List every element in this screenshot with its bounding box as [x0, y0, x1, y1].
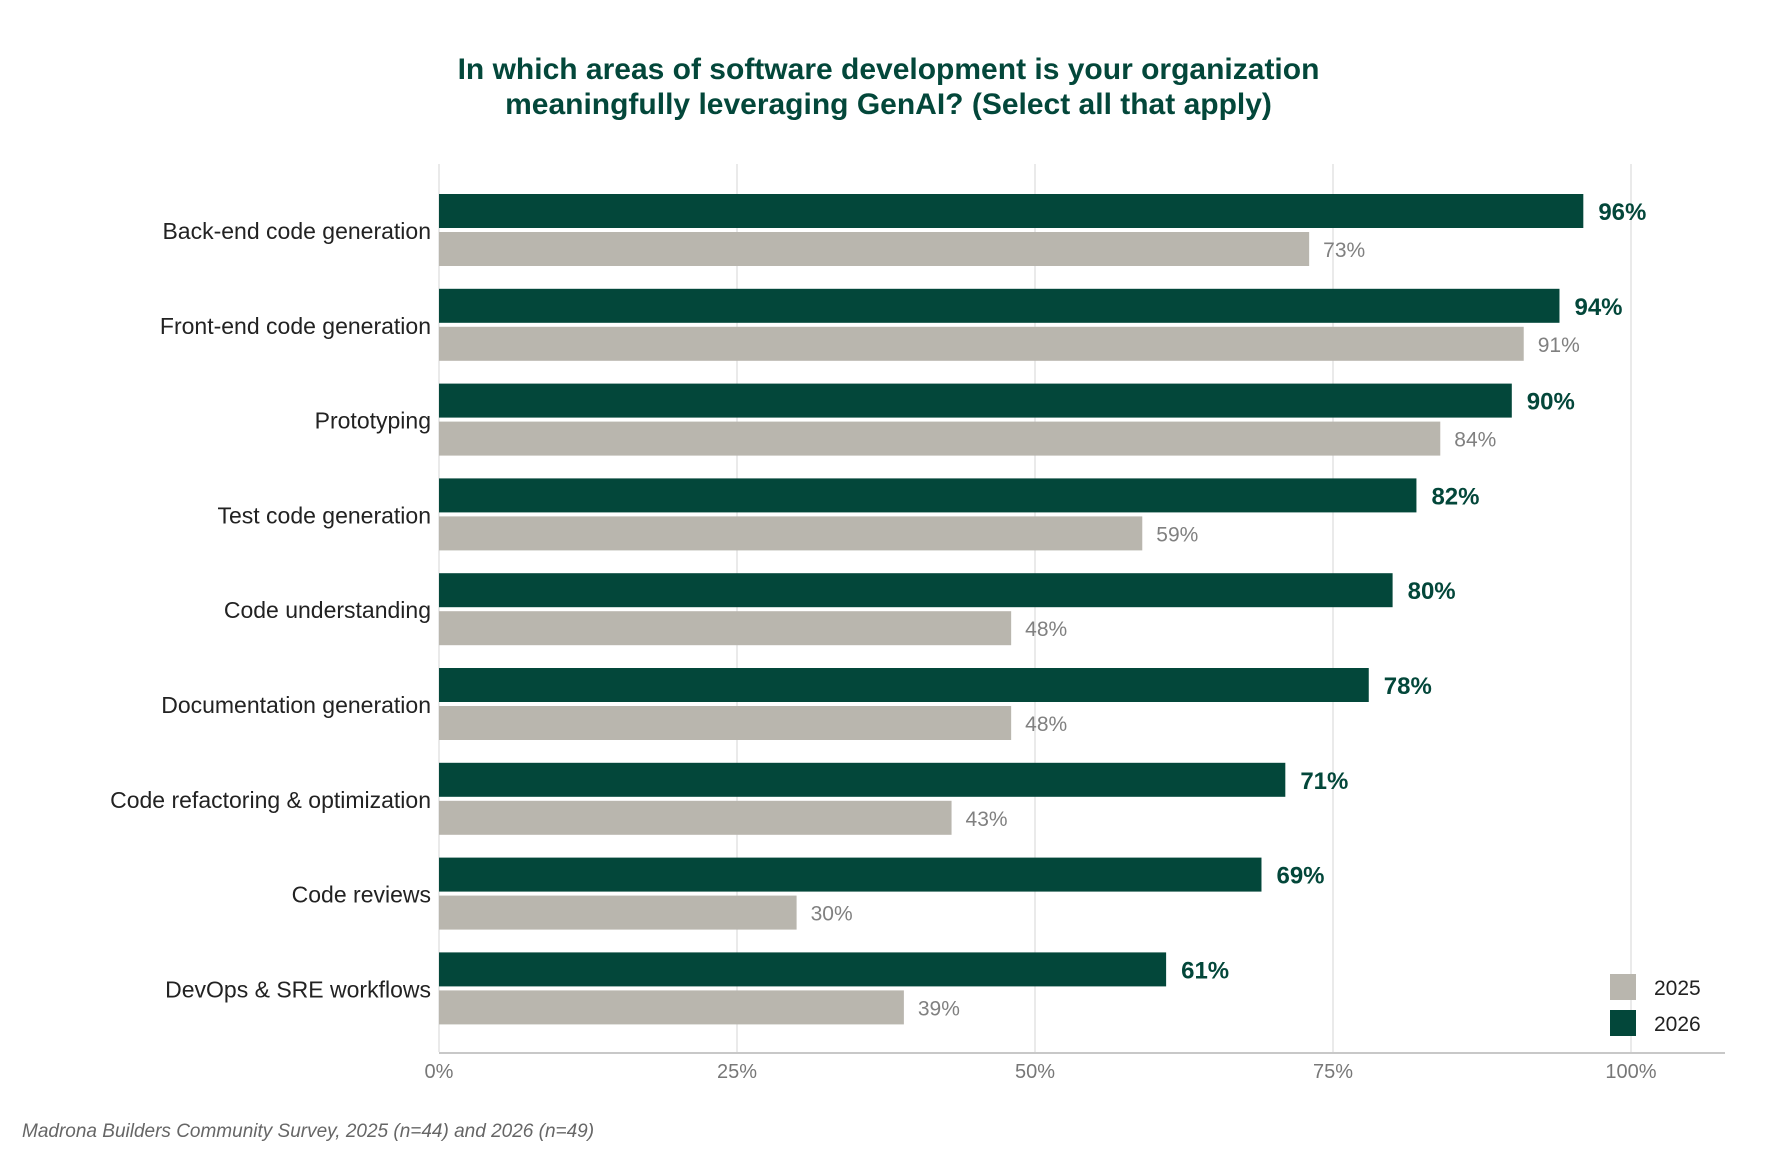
category-label-8: DevOps & SRE workflows — [165, 976, 431, 1002]
x-tick-label-50: 50% — [1015, 1061, 1055, 1083]
data-label-2025-6: 43% — [966, 808, 1008, 831]
bar-2025-4 — [439, 611, 1012, 646]
data-label-2026-1: 94% — [1574, 294, 1622, 321]
category-label-7: Code reviews — [292, 882, 431, 908]
data-label-2026-8: 61% — [1181, 957, 1229, 984]
bar-2025-8 — [439, 990, 904, 1025]
bar-2026-7 — [439, 857, 1262, 892]
bar-2026-2 — [439, 383, 1512, 418]
legend-swatch-2025 — [1610, 974, 1636, 1000]
data-label-2025-2: 84% — [1454, 429, 1496, 452]
data-label-2025-7: 30% — [811, 903, 853, 926]
data-label-2025-0: 73% — [1323, 239, 1365, 262]
data-label-2025-5: 48% — [1025, 713, 1067, 736]
bar-2025-2 — [439, 421, 1441, 456]
chart-title-line-2: meaningfully leveraging GenAI? (Select a… — [505, 88, 1272, 121]
data-label-2025-4: 48% — [1025, 618, 1067, 641]
chart-title-line-1: In which areas of software development i… — [457, 53, 1320, 86]
x-tick-label-75: 75% — [1313, 1061, 1353, 1083]
legend-swatch-2026 — [1610, 1010, 1636, 1036]
category-label-5: Documentation generation — [161, 692, 431, 718]
category-label-0: Back-end code generation — [162, 218, 431, 244]
category-label-3: Test code generation — [217, 502, 431, 528]
bar-2025-5 — [439, 706, 1012, 740]
data-label-2026-2: 90% — [1527, 389, 1575, 416]
bar-2025-7 — [439, 895, 797, 930]
bar-2026-3 — [439, 478, 1417, 513]
bar-2026-5 — [439, 668, 1369, 702]
data-labels: 96% 73% 94% 91% 90% 84% 82% 59% 80% 48% 78% 48% 71% 4… — [811, 199, 1647, 1020]
category-label-2: Prototyping — [315, 408, 431, 434]
bar-2025-6 — [439, 800, 952, 835]
data-label-2025-8: 39% — [918, 997, 960, 1020]
legend-label-2025: 2025 — [1654, 977, 1701, 1000]
data-label-2026-6: 71% — [1300, 768, 1348, 795]
bar-2026-1 — [439, 288, 1560, 323]
data-label-2026-7: 69% — [1276, 863, 1324, 890]
bar-2025-0 — [439, 232, 1310, 266]
category-label-1: Front-end code generation — [160, 313, 431, 339]
data-label-2026-0: 96% — [1598, 199, 1646, 226]
legend: 2025 2026 — [1610, 974, 1701, 1036]
chart-title: In which areas of software development i… — [0, 52, 1777, 122]
bar-2025-3 — [439, 516, 1143, 551]
category-label-4: Code understanding — [224, 597, 431, 623]
data-label-2025-3: 59% — [1156, 523, 1198, 546]
x-axis: 0% 25% 50% 75% 100% — [425, 1052, 1725, 1083]
data-label-2025-1: 91% — [1538, 334, 1580, 357]
bar-2026-4 — [439, 573, 1393, 608]
bars — [439, 194, 1584, 1025]
category-label-6: Code refactoring & optimization — [110, 787, 431, 813]
bar-2026-6 — [439, 762, 1286, 797]
x-tick-label-100: 100% — [1605, 1061, 1656, 1083]
data-label-2026-4: 80% — [1408, 578, 1456, 605]
bar-2026-0 — [439, 194, 1584, 228]
x-tick-label-0: 0% — [425, 1061, 454, 1083]
category-labels: Back-end code generation Front-end code g… — [110, 218, 431, 1002]
data-label-2026-5: 78% — [1384, 673, 1432, 700]
legend-label-2026: 2026 — [1654, 1013, 1701, 1036]
bar-2025-1 — [439, 326, 1524, 361]
chart-source-note: Madrona Builders Community Survey, 2025 … — [22, 1121, 595, 1142]
bar-2026-8 — [439, 952, 1167, 987]
x-tick-label-25: 25% — [717, 1061, 757, 1083]
data-label-2026-3: 82% — [1431, 483, 1479, 510]
